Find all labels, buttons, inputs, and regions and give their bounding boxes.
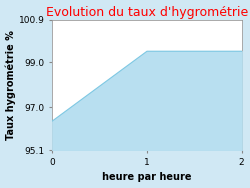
X-axis label: heure par heure: heure par heure (102, 172, 192, 182)
Y-axis label: Taux hygrométrie %: Taux hygrométrie % (6, 30, 16, 140)
Title: Evolution du taux d'hygrométrie: Evolution du taux d'hygrométrie (46, 6, 248, 19)
